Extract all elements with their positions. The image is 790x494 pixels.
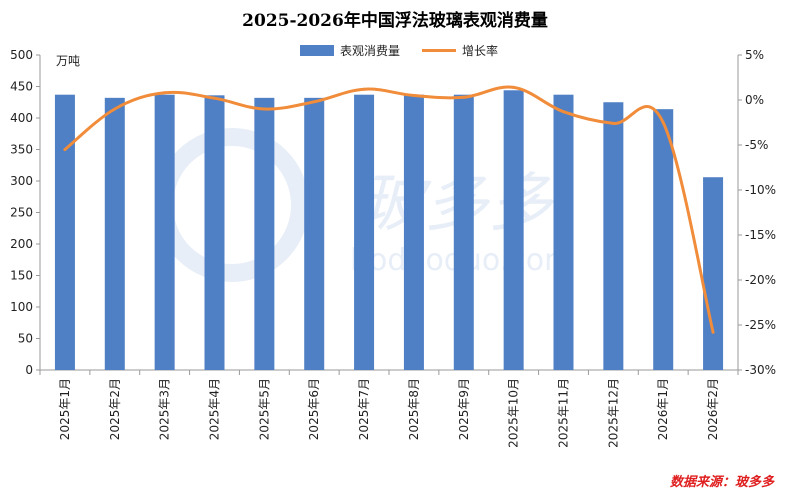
y-left-tick-label: 400 — [10, 111, 33, 125]
y-right-tick-label: 0% — [745, 93, 764, 107]
x-tick-label: 2025年9月 — [457, 378, 471, 440]
bar-consumption — [104, 97, 125, 370]
y-right-tick-label: -10% — [745, 183, 776, 197]
chart-title: 2025-2026年中国浮法玻璃表观消费量 — [242, 11, 548, 31]
bar-consumption — [653, 109, 674, 371]
y-left-tick-label: 250 — [10, 206, 33, 220]
y-left-tick-label: 450 — [10, 80, 33, 94]
bar-consumption — [54, 94, 75, 370]
bar-consumption — [254, 97, 275, 370]
legend-swatch-line — [422, 49, 457, 52]
y-left-tick-label: 0 — [25, 363, 33, 377]
x-tick-label: 2025年10月 — [507, 378, 521, 448]
chart-legend: 表观消费量 增长率 — [300, 42, 498, 59]
x-tick-label: 2025年6月 — [307, 378, 321, 440]
watermark-logo — [155, 128, 309, 282]
y-right-tick-label: 5% — [745, 48, 764, 62]
growth-rate-point — [362, 87, 366, 91]
x-tick-label: 2026年2月 — [706, 378, 720, 440]
y-right-tick-label: -30% — [745, 363, 776, 377]
x-tick-label: 2025年8月 — [407, 378, 421, 440]
y-left-tick-label: 200 — [10, 237, 33, 251]
bar-consumption — [503, 90, 524, 370]
growth-rate-point — [462, 95, 466, 99]
y-left-tick-label: 300 — [10, 174, 33, 188]
bar-consumption — [204, 95, 225, 370]
x-tick-label: 2026年1月 — [656, 378, 670, 440]
x-tick-label: 2025年7月 — [357, 378, 371, 440]
y-left-tick-label: 350 — [10, 143, 33, 157]
y-left-tick-label: 150 — [10, 269, 33, 283]
growth-rate-point — [113, 107, 117, 111]
bar-consumption — [304, 97, 325, 370]
bar-consumption — [553, 94, 574, 370]
y-left-tick-label: 100 — [10, 300, 33, 314]
y-left-tick-label: 500 — [10, 48, 33, 62]
growth-rate-point — [312, 100, 316, 104]
y-right-tick-label: -25% — [745, 318, 776, 332]
legend-label-line: 增长率 — [462, 44, 499, 58]
x-tick-label: 2025年11月 — [557, 378, 571, 448]
x-tick-label: 2025年3月 — [158, 378, 172, 440]
y-right-tick-label: -15% — [745, 228, 776, 242]
x-tick-label: 2025年2月 — [108, 378, 122, 440]
bar-consumption — [453, 94, 474, 370]
bar-consumption — [354, 94, 375, 370]
growth-rate-point — [412, 94, 416, 97]
y-right-tick-label: -5% — [745, 138, 768, 152]
legend-swatch-bar — [300, 45, 334, 56]
legend-label-bar: 表观消费量 — [340, 44, 401, 58]
growth-rate-point — [711, 330, 715, 334]
x-tick-label: 2025年4月 — [208, 378, 222, 440]
source-note: 数据来源：玻多多 — [669, 475, 774, 490]
growth-rate-point — [213, 96, 216, 100]
x-tick-label: 2025年1月 — [58, 378, 72, 440]
y-left-tick-label: 50 — [18, 332, 33, 346]
growth-rate-point — [63, 148, 67, 151]
growth-rate-point — [562, 110, 565, 114]
bar-consumption — [703, 177, 724, 370]
y-axis-unit-label: 万吨 — [56, 54, 81, 68]
growth-rate-point — [661, 121, 665, 124]
growth-rate-point — [512, 85, 516, 89]
growth-rate-point — [611, 121, 615, 125]
bar-consumption — [403, 94, 424, 370]
bar-consumption — [603, 102, 624, 370]
y-right-tick-label: -20% — [745, 273, 776, 287]
growth-rate-point — [262, 107, 266, 111]
bar-consumption — [154, 94, 175, 370]
x-tick-label: 2025年12月 — [606, 378, 620, 448]
growth-rate-point — [163, 91, 167, 95]
x-tick-label: 2025年5月 — [257, 378, 271, 440]
